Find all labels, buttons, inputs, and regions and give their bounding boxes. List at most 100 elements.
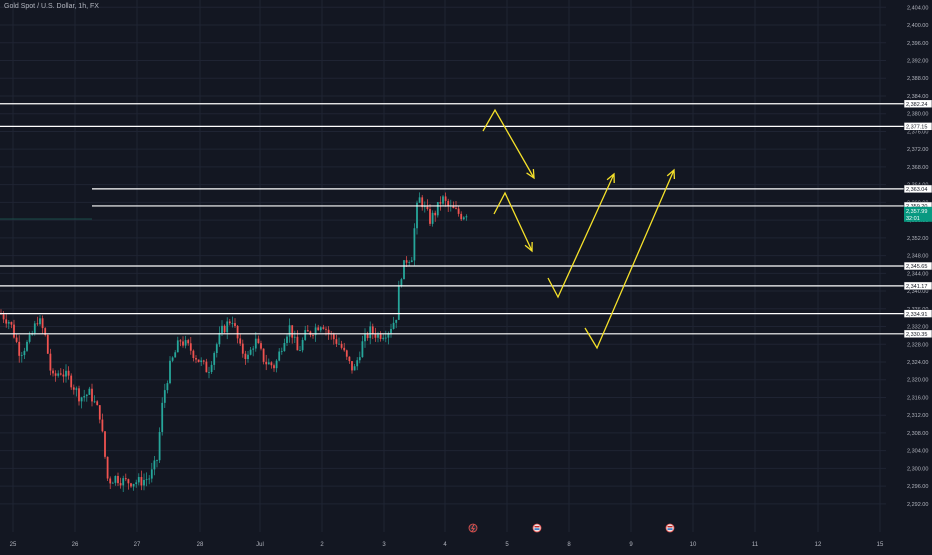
time-axis <box>0 532 932 550</box>
candle-body <box>338 343 340 345</box>
candle-body <box>392 322 395 329</box>
candle-body <box>171 357 174 361</box>
candle-body <box>72 387 75 390</box>
candle-body <box>431 212 434 224</box>
price-tick-label: 2,340.00 <box>907 289 928 295</box>
candle-body <box>208 371 210 373</box>
candle-body <box>18 341 21 356</box>
time-tick-label: 12 <box>815 542 822 548</box>
candle-body <box>379 334 382 339</box>
candle-body <box>377 334 379 338</box>
candle-body <box>260 343 262 349</box>
candle-body <box>83 396 86 398</box>
symbol-title: Gold Spot / U.S. Dollar, 1h, FX <box>4 3 99 10</box>
price-axis <box>886 0 932 550</box>
candle-body <box>452 205 455 209</box>
candle-body <box>366 333 369 339</box>
candle-body <box>252 348 255 350</box>
candle-body <box>179 340 182 342</box>
candle-body <box>78 388 80 402</box>
candle-body <box>119 483 122 486</box>
level-label-box <box>903 261 932 271</box>
flag-icon <box>665 523 675 533</box>
candle-body <box>405 260 408 263</box>
candle-body <box>135 482 138 484</box>
time-tick-label: 11 <box>752 542 759 548</box>
candle-body <box>293 336 296 338</box>
price-tick-label: 2,396.00 <box>907 41 928 47</box>
candle-body <box>57 373 60 376</box>
candle-body <box>231 323 234 324</box>
price-tick-label: 2,384.00 <box>907 94 928 100</box>
candle-body <box>49 353 52 371</box>
time-tick-label: 3 <box>382 542 386 548</box>
price-tick-label: 2,348.00 <box>907 254 928 260</box>
candle-body <box>114 476 117 483</box>
candle-body <box>444 196 447 201</box>
candle-body <box>85 394 88 397</box>
candle-body <box>234 323 236 326</box>
candle-body <box>400 279 403 286</box>
candle-body <box>20 355 23 356</box>
candle-body <box>239 338 242 344</box>
flag-icon <box>532 523 542 533</box>
candle-body <box>364 333 366 342</box>
candle-body <box>335 339 338 344</box>
candle-body <box>395 319 398 323</box>
candle-body <box>182 341 184 346</box>
price-tick-label: 2,392.00 <box>907 59 928 65</box>
candle-body <box>421 197 424 208</box>
lightning-icon <box>468 523 478 533</box>
candle-body <box>52 370 54 374</box>
time-tick-label: 27 <box>134 542 141 548</box>
time-tick-label: 4 <box>443 542 447 548</box>
candle-body <box>371 326 374 334</box>
candle-body <box>286 336 288 343</box>
candle-body <box>369 326 372 339</box>
candle-body <box>197 359 200 363</box>
candle-body <box>88 388 91 395</box>
candle-body <box>150 469 153 479</box>
candle-body <box>148 478 151 480</box>
current-price-badge <box>904 206 932 222</box>
arrow-up-2-head <box>666 168 676 180</box>
level-label: 2,382.24 <box>906 102 927 108</box>
candle-body <box>44 328 47 335</box>
candle-body <box>137 477 140 483</box>
candle-body <box>213 353 216 365</box>
arrow-up-2 <box>584 169 675 350</box>
level-label: 2,334.91 <box>906 312 927 318</box>
bar-countdown-label: 32:01 <box>906 216 920 222</box>
candle-body <box>28 334 31 342</box>
candle-body <box>299 350 301 352</box>
price-tick-label: 2,376.00 <box>907 129 928 135</box>
price-tick-label: 2,292.00 <box>907 502 928 508</box>
candle-body <box>111 482 114 484</box>
candle-body <box>403 260 405 280</box>
candle-body <box>223 325 226 333</box>
candle-body <box>54 373 57 376</box>
price-ticks: 2,292.00 2,296.00 2,300.00 2,304.00 2,308.00… <box>907 5 928 508</box>
candle-body <box>416 202 418 229</box>
price-tick-label: 2,328.00 <box>907 342 928 348</box>
candle-body <box>426 205 429 209</box>
candle-body <box>15 337 18 342</box>
candle-body <box>278 351 281 361</box>
candle-body <box>202 360 205 362</box>
candle-body <box>117 476 119 484</box>
grid <box>0 0 886 532</box>
candle-body <box>195 357 197 360</box>
lightning-glyph <box>471 524 475 532</box>
candle-body <box>124 478 127 480</box>
candle-body <box>462 217 465 220</box>
price-tick-label: 2,304.00 <box>907 449 928 455</box>
price-tick-label: 2,400.00 <box>907 23 928 29</box>
candle-body <box>439 202 442 204</box>
candle-body <box>189 343 192 351</box>
time-tick-label: 15 <box>877 542 884 548</box>
candle-body <box>215 344 218 354</box>
candle-body <box>254 338 257 349</box>
flag-stripe <box>667 526 673 528</box>
